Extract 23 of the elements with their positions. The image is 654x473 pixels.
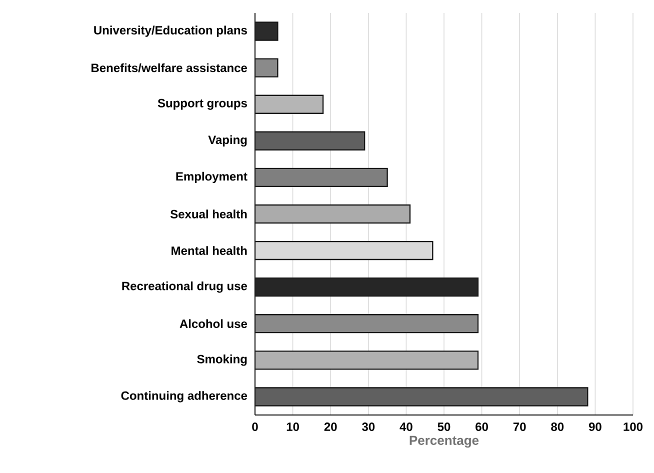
y-tick-label: Employment — [176, 172, 248, 184]
y-tick-label: Support groups — [158, 98, 247, 110]
x-tick-label: 40 — [400, 422, 412, 432]
x-tick-label: 70 — [513, 422, 526, 432]
x-axis-title: Percentage — [410, 436, 479, 448]
y-tick-label: Continuing adherence — [121, 391, 248, 402]
y-tick-label: Smoking — [197, 354, 247, 366]
x-tick-label: 60 — [476, 422, 488, 432]
y-tick-label: Alcohol use — [180, 319, 248, 328]
x-tick-label: 100 — [624, 422, 643, 432]
y-tick-label: Sexual health — [170, 210, 247, 218]
x-tick-label: 20 — [324, 422, 337, 432]
y-tick-label: Benefits/welfare assistance — [92, 63, 248, 72]
y-tick-label: Vaping — [208, 135, 247, 147]
x-tick-label: 10 — [286, 422, 299, 432]
x-tick-label: 30 — [362, 422, 375, 432]
y-tick-label: Recreational drug use — [122, 281, 248, 293]
x-tick-label: 50 — [438, 422, 450, 432]
x-tick-label: 90 — [588, 422, 602, 432]
x-tick-label: 0 — [252, 422, 258, 432]
x-tick-label: 80 — [551, 422, 564, 432]
y-tick-label: Mental health — [172, 246, 247, 255]
y-tick-label: University/Education plans — [94, 26, 247, 37]
